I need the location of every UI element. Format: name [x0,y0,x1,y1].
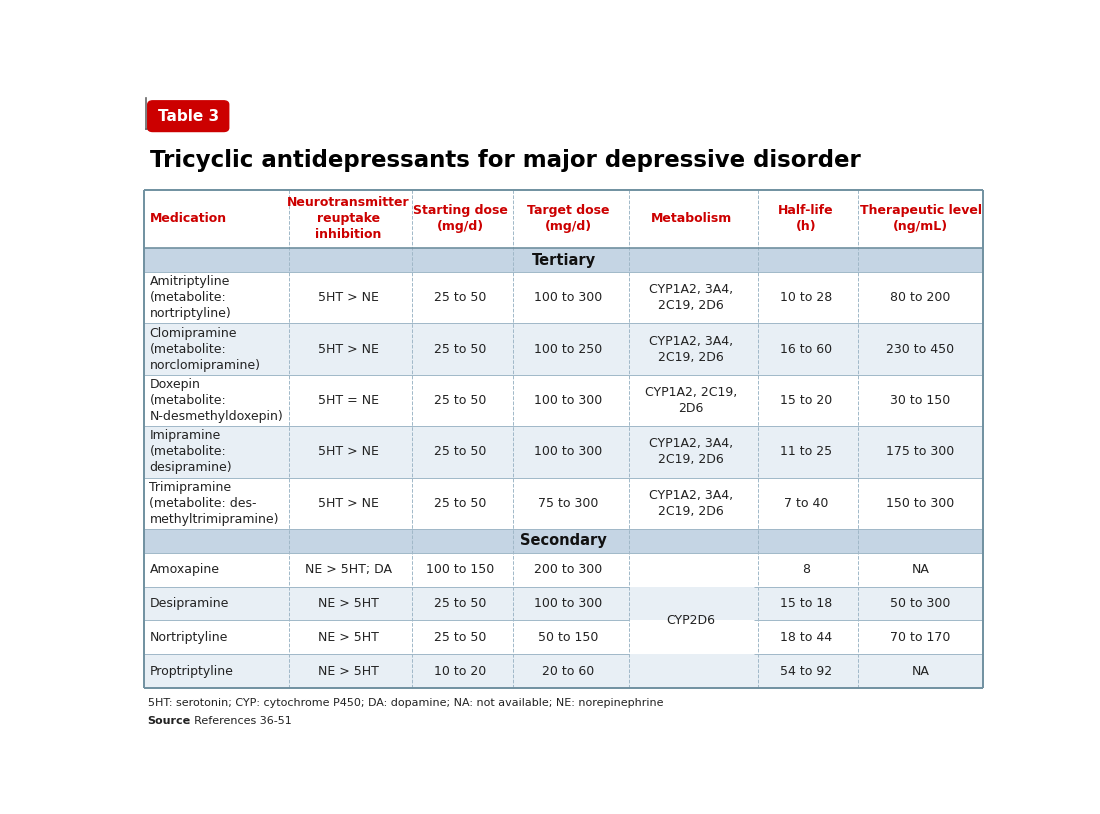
Bar [144,248,983,272]
Text: 100 to 300: 100 to 300 [535,597,603,610]
Text: 175 to 300: 175 to 300 [887,445,955,458]
Text: Doxepin
(metabolite:
N-desmethyldoxepin): Doxepin (metabolite: N-desmethyldoxepin) [150,378,283,423]
Text: 80 to 200: 80 to 200 [890,291,950,304]
Text: 150 to 300: 150 to 300 [887,497,955,510]
Bar [144,553,983,587]
Text: Desipramine: Desipramine [150,597,229,610]
Text: CYP1A2, 3A4,
2C19, 2D6: CYP1A2, 3A4, 2C19, 2D6 [649,488,734,518]
Text: : References 36-51: : References 36-51 [187,716,292,726]
Text: Neurotransmitter
reuptake
inhibition: Neurotransmitter reuptake inhibition [287,196,410,242]
Text: 5HT: serotonin; CYP: cytochrome P450; DA: dopamine; NA: not available; NE: norep: 5HT: serotonin; CYP: cytochrome P450; DA… [147,698,663,708]
FancyBboxPatch shape [147,101,229,132]
Text: Metabolism: Metabolism [650,212,732,225]
Text: 30 to 150: 30 to 150 [890,394,950,407]
Text: 5HT > NE: 5HT > NE [318,445,378,458]
Text: 25 to 50: 25 to 50 [434,597,486,610]
Bar [144,620,983,654]
Text: 5HT > NE: 5HT > NE [318,291,378,304]
Text: CYP2D6: CYP2D6 [667,614,716,627]
Text: Clomipramine
(metabolite:
norclomipramine): Clomipramine (metabolite: norclomipramin… [150,326,261,371]
Text: 25 to 50: 25 to 50 [434,631,486,644]
Text: 75 to 300: 75 to 300 [538,497,598,510]
Text: 25 to 50: 25 to 50 [434,343,486,356]
Text: 5HT = NE: 5HT = NE [318,394,380,407]
Text: CYP1A2, 3A4,
2C19, 2D6: CYP1A2, 3A4, 2C19, 2D6 [649,437,734,466]
Text: CYP1A2, 2C19,
2D6: CYP1A2, 2C19, 2D6 [645,386,737,415]
Bar [144,272,983,323]
Text: NA: NA [912,563,930,576]
Text: 15 to 20: 15 to 20 [780,394,832,407]
Text: NE > 5HT; DA: NE > 5HT; DA [305,563,392,576]
Text: CYP1A2, 3A4,
2C19, 2D6: CYP1A2, 3A4, 2C19, 2D6 [649,283,734,312]
Text: 54 to 92: 54 to 92 [780,665,832,678]
Text: Half-life
(h): Half-life (h) [778,204,834,234]
Text: Starting dose
(mg/d): Starting dose (mg/d) [412,204,507,234]
Bar [153,104,223,128]
Text: Table 3: Table 3 [157,109,219,124]
Text: Amoxapine: Amoxapine [150,563,219,576]
Text: CYP1A2, 3A4,
2C19, 2D6: CYP1A2, 3A4, 2C19, 2D6 [649,335,734,364]
Text: Amitriptyline
(metabolite:
nortriptyline): Amitriptyline (metabolite: nortriptyline… [150,275,231,320]
Text: 100 to 300: 100 to 300 [535,291,603,304]
Text: 20 to 60: 20 to 60 [542,665,595,678]
Text: Tertiary: Tertiary [531,252,596,268]
Text: NA: NA [912,665,930,678]
Text: Source: Source [147,716,191,726]
Text: 50 to 300: 50 to 300 [890,597,950,610]
Text: Trimipramine
(metabolite: des-
methyltrimipramine): Trimipramine (metabolite: des- methyltri… [150,481,279,526]
Text: Target dose
(mg/d): Target dose (mg/d) [527,204,609,234]
Text: NE > 5HT: NE > 5HT [318,631,378,644]
Text: Proptriptyline: Proptriptyline [150,665,233,678]
Bar [144,426,983,478]
Text: 18 to 44: 18 to 44 [780,631,832,644]
Bar [144,374,983,426]
Text: 15 to 18: 15 to 18 [780,597,832,610]
Text: 11 to 25: 11 to 25 [780,445,832,458]
Text: 8: 8 [802,563,810,576]
Text: 10 to 28: 10 to 28 [780,291,832,304]
Text: Nortriptyline: Nortriptyline [150,631,228,644]
Text: Tricyclic antidepressants for major depressive disorder: Tricyclic antidepressants for major depr… [151,149,861,172]
Text: 200 to 300: 200 to 300 [535,563,603,576]
Text: 50 to 150: 50 to 150 [538,631,598,644]
Text: 100 to 250: 100 to 250 [535,343,603,356]
Text: Imipramine
(metabolite:
desipramine): Imipramine (metabolite: desipramine) [150,429,232,475]
Text: 25 to 50: 25 to 50 [434,394,486,407]
Bar [144,654,983,688]
Text: 10 to 20: 10 to 20 [434,665,486,678]
Text: 5HT > NE: 5HT > NE [318,343,378,356]
Text: 100 to 150: 100 to 150 [426,563,494,576]
Text: Therapeutic level
(ng/mL): Therapeutic level (ng/mL) [859,204,981,234]
Bar [144,478,983,529]
Text: 230 to 450: 230 to 450 [887,343,955,356]
Text: 70 to 170: 70 to 170 [890,631,950,644]
Text: 5HT > NE: 5HT > NE [318,497,378,510]
Text: NE > 5HT: NE > 5HT [318,665,378,678]
Bar [144,529,983,553]
Bar [144,323,983,374]
Bar [144,190,983,248]
Text: 25 to 50: 25 to 50 [434,497,486,510]
Text: Secondary: Secondary [520,533,607,549]
Text: 100 to 300: 100 to 300 [535,445,603,458]
Text: 25 to 50: 25 to 50 [434,291,486,304]
Text: 7 to 40: 7 to 40 [783,497,828,510]
Text: 100 to 300: 100 to 300 [535,394,603,407]
Text: 16 to 60: 16 to 60 [780,343,832,356]
Text: NE > 5HT: NE > 5HT [318,597,378,610]
Bar [144,587,983,620]
Text: Medication: Medication [150,212,227,225]
Text: 25 to 50: 25 to 50 [434,445,486,458]
